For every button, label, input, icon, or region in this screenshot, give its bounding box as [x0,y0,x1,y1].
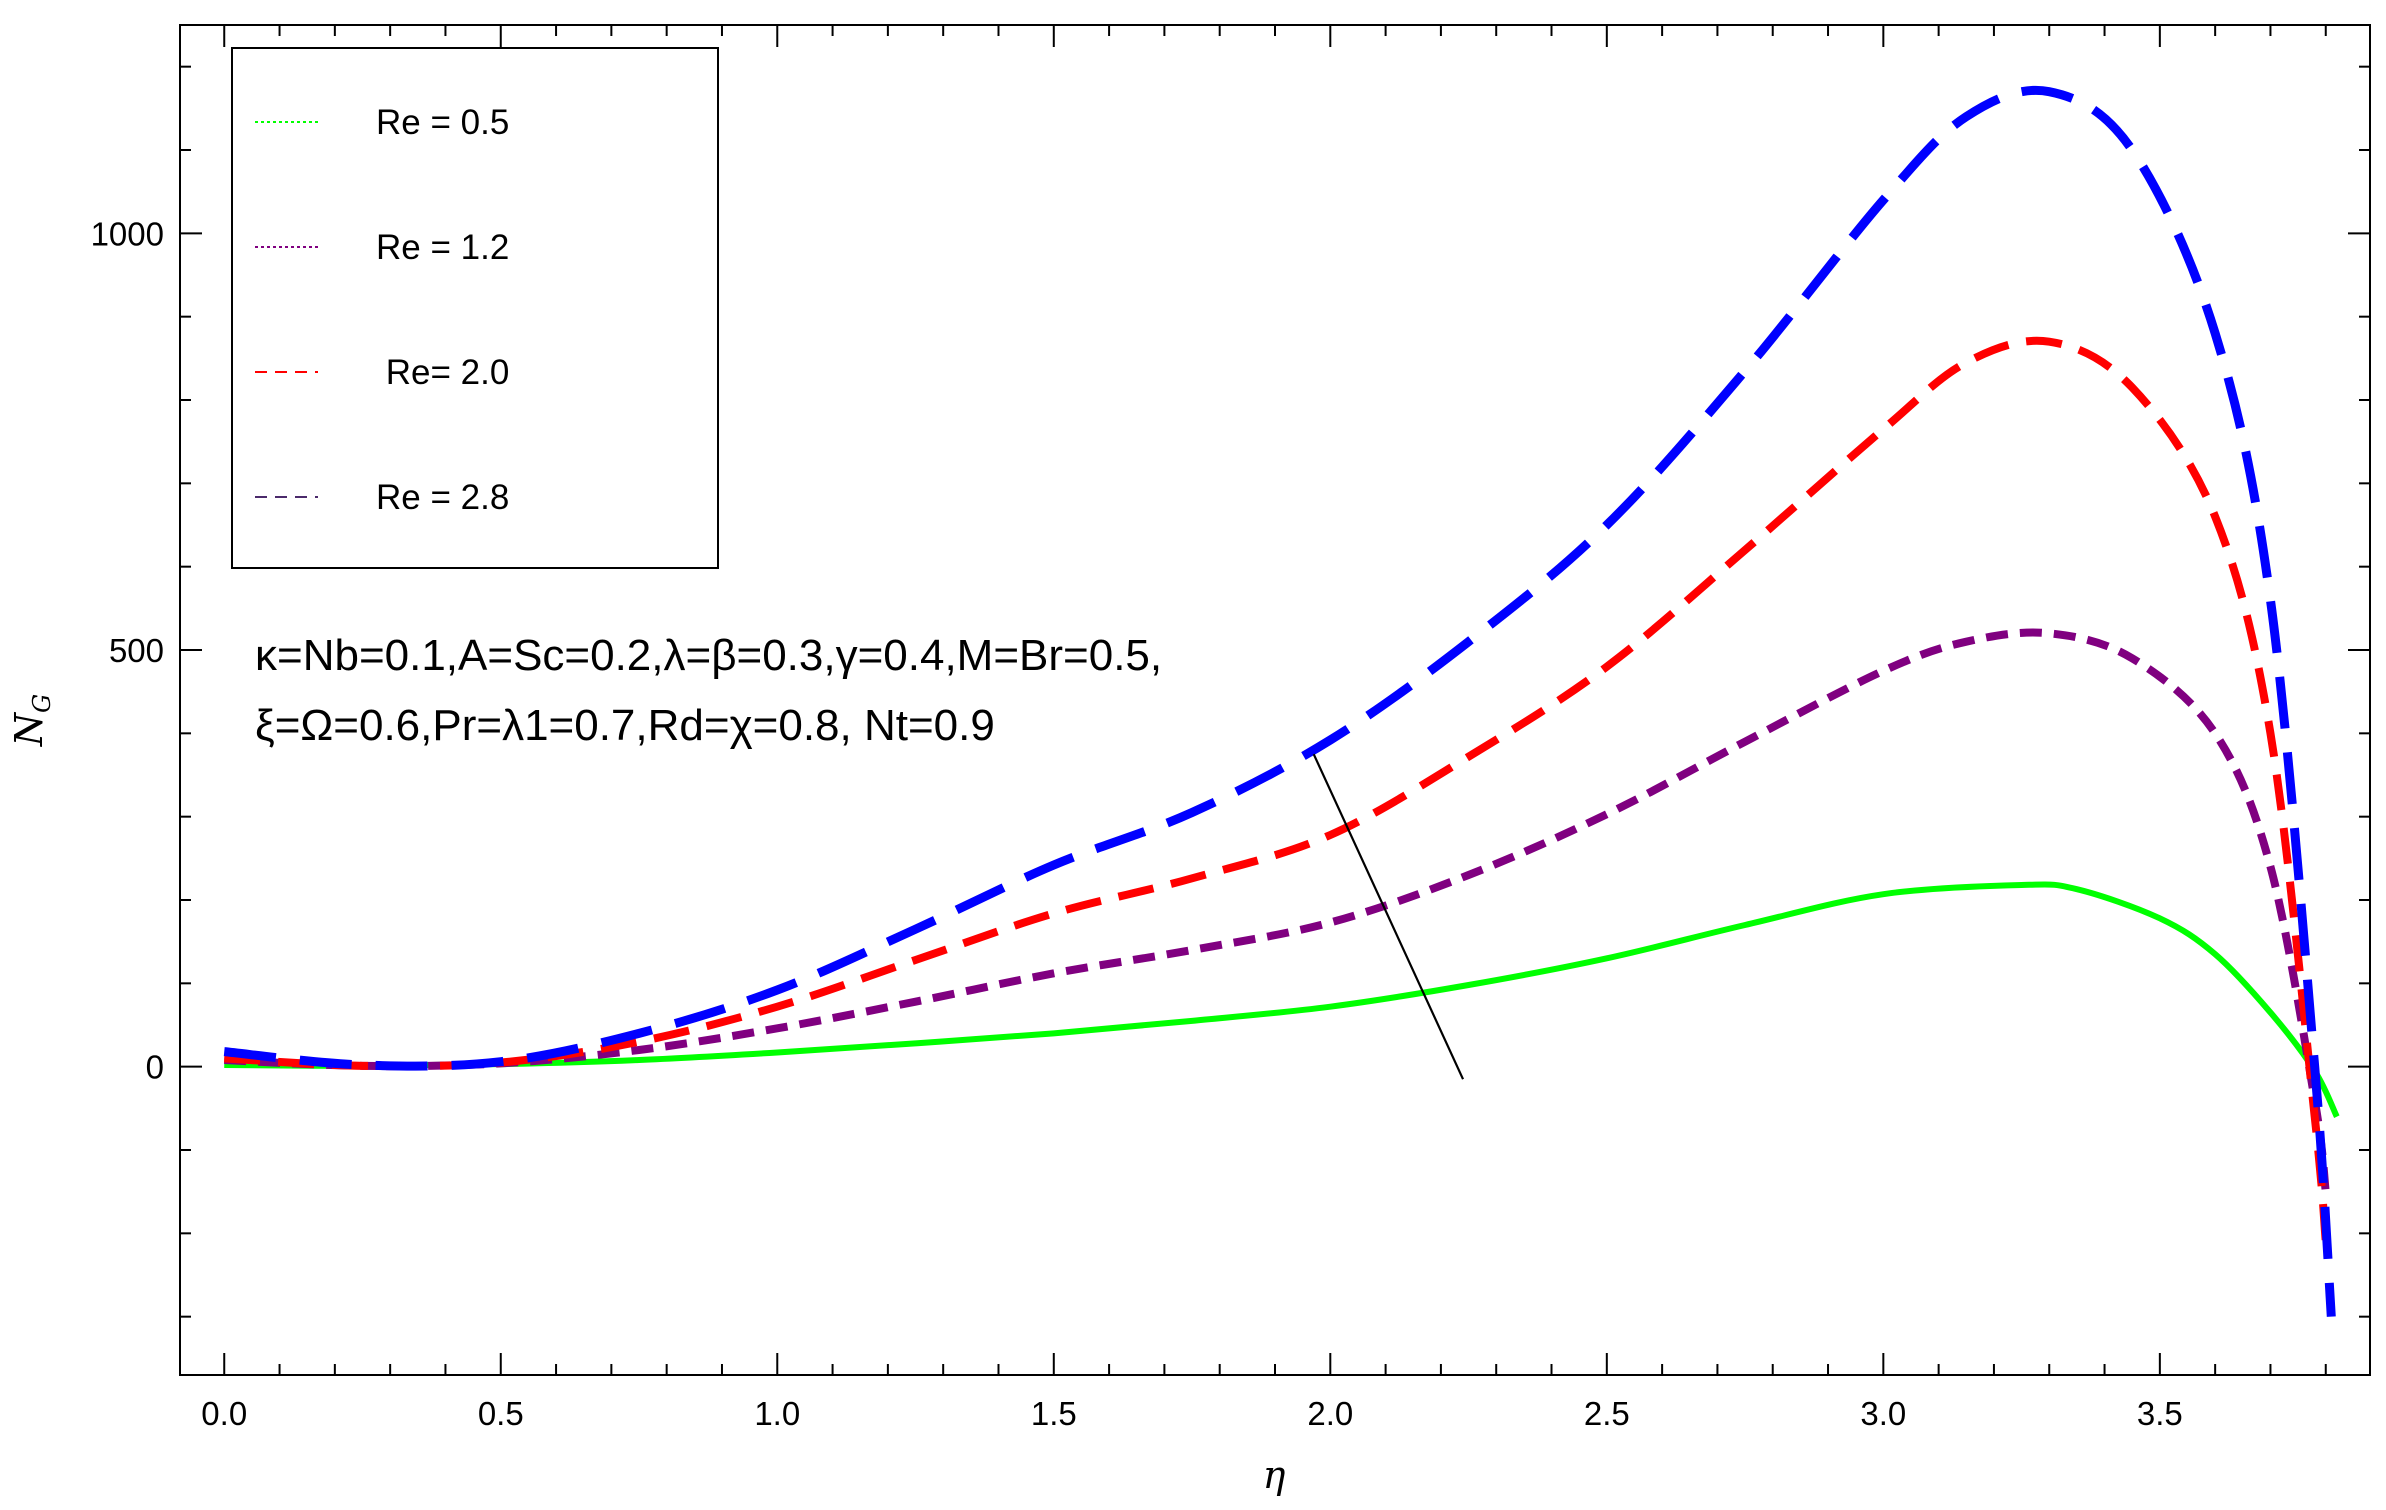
series-line-3 [223,85,2336,1317]
x-tick-label: 3.5 [2137,1395,2183,1432]
series-line-2 [224,336,2330,1243]
axis-ticks [180,25,2370,1375]
y-tick-label: 0 [146,1049,164,1086]
y-tick-label: 1000 [91,215,164,252]
x-tick-label: 3.0 [1860,1395,1906,1432]
x-tick-label: 0.5 [478,1395,524,1432]
x-tick-label: 1.5 [1031,1395,1077,1432]
x-tick-label: 0.0 [201,1395,247,1432]
arrow-line [1312,753,1465,1080]
x-axis-title: η [1263,1453,1286,1497]
legend-label-0: Re = 0.5 [376,103,509,142]
axis-tick-labels: 0.0 0.5 1.0 1.5 2.0 2.5 3.0 3.5 0 500 1000 [91,215,2183,1432]
legend-label-1: Re = 1.2 [376,228,509,267]
x-tick-label: 2.0 [1307,1395,1353,1432]
annotation: κ=Nb=0.1,A=Sc=0.2,λ=β=0.3,γ=0.4,M=Br=0.5… [255,631,1162,750]
x-tick-label: 2.5 [1584,1395,1630,1432]
x-tick-label: 1.0 [754,1395,800,1432]
svg-text:NG: NG [7,694,56,747]
legend-box [231,47,719,569]
y-tick-label: 500 [109,632,164,669]
annotation-line-1: κ=Nb=0.1,A=Sc=0.2,λ=β=0.3,γ=0.4,M=Br=0.5… [255,631,1162,680]
y-axis-title: NG [7,694,56,747]
series-line-0 [224,881,2340,1118]
series-lines [223,85,2340,1317]
legend-label-2: Re= 2.0 [376,353,509,392]
legend-label-3: Re = 2.8 [376,478,509,517]
legend: Re = 0.5 Re = 1.2 Re= 2.0 Re = 2.8 [231,47,719,569]
annotation-line-2: ξ=Ω=0.6,Pr=λ1=0.7,Rd=χ=0.8, Nt=0.9 [255,701,995,750]
